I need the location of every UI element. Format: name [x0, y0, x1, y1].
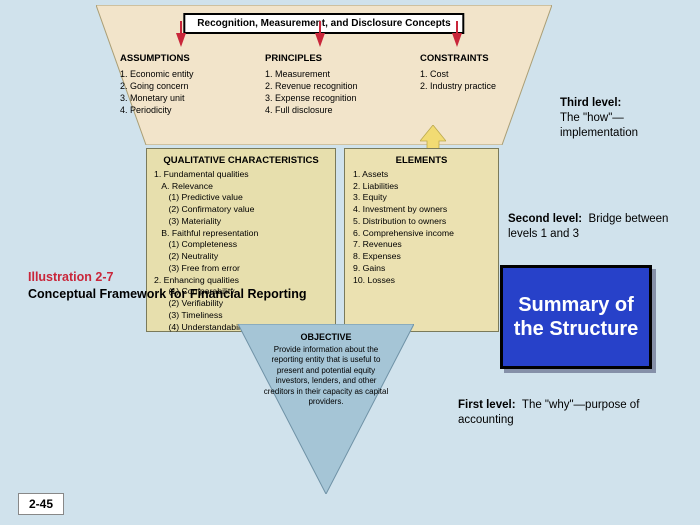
illustration-number: Illustration 2-7 — [28, 270, 113, 284]
constraints-column: CONSTRAINTS 1. Cost 2. Industry practice — [420, 53, 528, 116]
objective-body: Provide information about the reporting … — [260, 345, 392, 407]
level3-trapezoid: Recognition, Measurement, and Disclosure… — [96, 5, 552, 145]
column-heading: ASSUMPTIONS — [120, 53, 238, 66]
objective-title: OBJECTIVE — [260, 332, 392, 342]
list-item: 2. Going concern — [120, 80, 238, 92]
column-heading: CONSTRAINTS — [420, 53, 528, 66]
elements-items: 1. Assets2. Liabilities3. Equity4. Inves… — [353, 169, 490, 286]
assumptions-column: ASSUMPTIONS 1. Economic entity 2. Going … — [120, 53, 238, 116]
slide-number: 2-45 — [18, 493, 64, 515]
summary-box: Summary of the Structure — [500, 265, 652, 369]
illustration-label: Illustration 2-7 Conceptual Framework fo… — [28, 269, 307, 303]
panel-title: QUALITATIVE CHARACTERISTICS — [154, 155, 328, 166]
level2-panels: QUALITATIVE CHARACTERISTICS 1. Fundament… — [146, 148, 502, 334]
concepts-title-box: Recognition, Measurement, and Disclosure… — [183, 13, 464, 34]
principles-column: PRINCIPLES 1. Measurement 2. Revenue rec… — [265, 53, 393, 116]
list-item: 1. Economic entity — [120, 68, 238, 80]
objective-content: OBJECTIVE Provide information about the … — [260, 332, 392, 407]
qualitative-items: 1. Fundamental qualities A. Relevance (1… — [154, 169, 328, 333]
level1-triangle: OBJECTIVE Provide information about the … — [238, 324, 414, 494]
arrow-down-icon — [315, 33, 325, 47]
list-item: 1. Measurement — [265, 68, 393, 80]
list-item: 2. Revenue recognition — [265, 80, 393, 92]
second-level-label: Second level: Bridge between levels 1 an… — [508, 212, 678, 242]
panel-title: ELEMENTS — [353, 155, 490, 166]
level3-content: Recognition, Measurement, and Disclosure… — [120, 13, 528, 141]
arrow-down-icon — [176, 33, 186, 47]
slide: Recognition, Measurement, and Disclosure… — [0, 0, 700, 525]
list-item: 2. Industry practice — [420, 80, 528, 92]
list-item: 1. Cost — [420, 68, 528, 80]
illustration-title: Conceptual Framework for Financial Repor… — [28, 287, 307, 301]
qualitative-characteristics-panel: QUALITATIVE CHARACTERISTICS 1. Fundament… — [146, 148, 336, 332]
list-item: 3. Monetary unit — [120, 92, 238, 104]
first-level-label: First level: The "why"—purpose of accoun… — [458, 398, 648, 428]
list-item: 3. Expense recognition — [265, 92, 393, 104]
arrow-down-icon — [452, 33, 462, 47]
list-item: 4. Periodicity — [120, 104, 238, 116]
list-item: 4. Full disclosure — [265, 104, 393, 116]
level3-columns: ASSUMPTIONS 1. Economic entity 2. Going … — [120, 53, 528, 116]
elements-panel: ELEMENTS 1. Assets2. Liabilities3. Equit… — [344, 148, 499, 332]
column-heading: PRINCIPLES — [265, 53, 393, 66]
third-level-label: Third level:The "how"—implementation — [560, 96, 680, 141]
